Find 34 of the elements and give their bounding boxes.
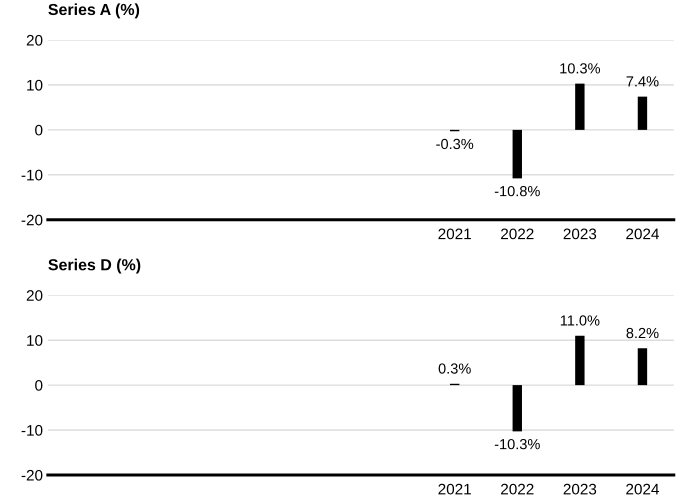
x-tick-label: 2023 — [564, 228, 596, 240]
y-tick-label: -10 — [22, 424, 42, 436]
y-tick-label: 0 — [35, 124, 42, 136]
y-tick-label: 0 — [35, 380, 42, 391]
data-label: -10.8% — [494, 186, 540, 196]
x-tick-label: 2024 — [626, 484, 659, 495]
y-tick-label: -20 — [22, 470, 42, 481]
bar — [575, 336, 585, 386]
data-label: 10.3% — [560, 63, 600, 74]
bar — [638, 348, 648, 386]
x-tick-label: 2024 — [626, 228, 659, 240]
chart-title: Series D (%) — [48, 258, 140, 274]
y-tick-label: -10 — [22, 170, 42, 180]
y-tick-label: 20 — [26, 34, 42, 46]
bar — [512, 385, 522, 432]
bar — [512, 130, 522, 178]
data-label: -0.3% — [436, 138, 474, 150]
data-label: 7.4% — [626, 76, 659, 86]
bar — [638, 96, 648, 130]
x-tick-label: 2022 — [501, 484, 534, 495]
data-label: 11.0% — [560, 315, 600, 326]
y-tick-label: -20 — [22, 214, 42, 226]
x-tick-label: 2023 — [564, 484, 596, 495]
y-tick-label: 10 — [27, 80, 42, 91]
bar — [575, 84, 585, 130]
x-tick-label: 2021 — [438, 228, 471, 240]
x-tick-label: 2021 — [438, 484, 471, 495]
data-label: -10.3% — [494, 438, 540, 450]
y-tick-label: 20 — [26, 290, 42, 301]
data-label: 0.3% — [438, 363, 471, 374]
data-label: 8.2% — [626, 328, 659, 338]
y-tick-label: 10 — [27, 335, 42, 346]
chart-title: Series A (%) — [48, 3, 140, 18]
x-tick-label: 2022 — [501, 228, 534, 240]
